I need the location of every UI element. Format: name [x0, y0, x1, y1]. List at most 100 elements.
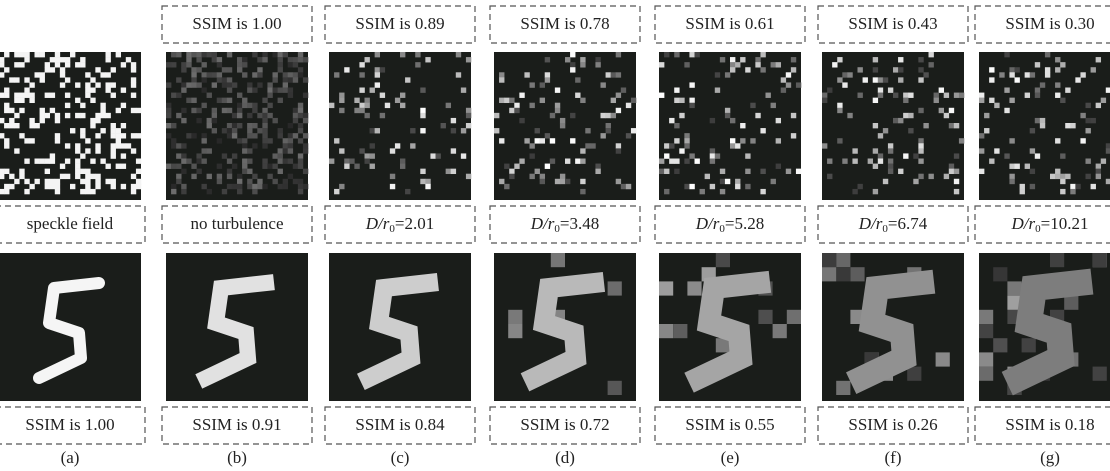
pixel [730, 118, 735, 123]
pixel [95, 67, 100, 72]
pixel [95, 82, 100, 87]
pixel [14, 77, 19, 82]
pixel [293, 113, 298, 118]
pixel [131, 67, 136, 72]
pixel [664, 143, 669, 148]
pixel [509, 98, 514, 103]
pixel [550, 138, 555, 143]
pixel [90, 77, 95, 82]
pixel [111, 179, 116, 184]
pixel [166, 164, 171, 169]
pixel [65, 113, 70, 118]
pixel [106, 57, 111, 62]
pixel [832, 62, 837, 67]
pixel [283, 159, 288, 164]
pixel [903, 98, 908, 103]
noise-block [551, 253, 565, 267]
pixel [786, 72, 791, 77]
pixel [954, 123, 959, 128]
pixel [212, 57, 217, 62]
pixel [202, 133, 207, 138]
pixel [202, 138, 207, 143]
pixel [186, 62, 191, 67]
pixel [530, 174, 535, 179]
pixel [499, 179, 504, 184]
pixel [0, 57, 4, 62]
pixel [339, 93, 344, 98]
pixel [191, 82, 196, 87]
pixel [565, 57, 570, 62]
pixel [293, 179, 298, 184]
pixel [1091, 184, 1096, 189]
pixel [451, 148, 456, 153]
pixel [171, 184, 176, 189]
pixel [873, 77, 878, 82]
pixel [95, 133, 100, 138]
pixel [60, 82, 65, 87]
pixel [171, 143, 176, 148]
pixel [9, 174, 14, 179]
pixel [710, 118, 715, 123]
pixel [106, 179, 111, 184]
pixel [1080, 138, 1085, 143]
pixel [354, 164, 359, 169]
pixel [0, 72, 4, 77]
pixel [451, 169, 456, 174]
pixel [303, 148, 308, 153]
pixel [575, 93, 580, 98]
pixel [954, 189, 959, 194]
pixel [75, 62, 80, 67]
pixel [684, 62, 689, 67]
pixel [131, 174, 136, 179]
pixel [262, 123, 267, 128]
pixel [446, 169, 451, 174]
panel-letter: (f) [885, 448, 902, 467]
pixel [664, 153, 669, 158]
pixel [65, 159, 70, 164]
pixel [595, 164, 600, 169]
pixel [878, 77, 883, 82]
pixel [283, 72, 288, 77]
pixel [262, 52, 267, 57]
pixel [822, 143, 827, 148]
pixel [771, 62, 776, 67]
label-rest: =3.48 [560, 214, 599, 233]
pixel [1055, 93, 1060, 98]
pixel [298, 159, 303, 164]
pixel [375, 82, 380, 87]
pixel [868, 159, 873, 164]
pixel [242, 72, 247, 77]
pixel [29, 138, 34, 143]
pixel [85, 72, 90, 77]
noise-block [822, 253, 836, 267]
pixel [252, 143, 257, 148]
label-italic: D/r [858, 214, 883, 233]
pixel [873, 67, 878, 72]
pixel [684, 159, 689, 164]
pixel [684, 133, 689, 138]
pixel [171, 138, 176, 143]
noise-block [936, 352, 950, 366]
pixel [85, 184, 90, 189]
pixel [106, 72, 111, 77]
pixel [247, 88, 252, 93]
pixel [461, 128, 466, 133]
pixel [606, 128, 611, 133]
pixel [90, 98, 95, 103]
noise-block [673, 324, 687, 338]
pixel [60, 164, 65, 169]
pixel [918, 138, 923, 143]
pixel [514, 108, 519, 113]
pixel [166, 62, 171, 67]
pixel [196, 153, 201, 158]
pixel [903, 93, 908, 98]
pixel [1070, 184, 1075, 189]
pixel [60, 72, 65, 77]
pixel [375, 128, 380, 133]
pixel [283, 82, 288, 87]
pixel [535, 169, 540, 174]
pixel [370, 143, 375, 148]
pixel [131, 184, 136, 189]
pixel [1065, 174, 1070, 179]
pixel [535, 138, 540, 143]
